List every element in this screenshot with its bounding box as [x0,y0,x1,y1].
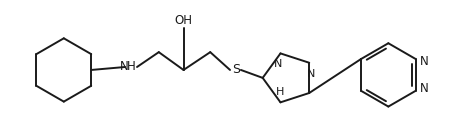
Text: N: N [274,59,283,69]
Text: OH: OH [175,14,192,27]
Text: H: H [276,87,285,97]
Text: N: N [120,60,129,74]
Text: N: N [420,82,429,95]
Text: N: N [307,69,315,79]
Text: H: H [127,60,136,74]
Text: N: N [420,55,429,68]
Text: S: S [232,63,240,76]
